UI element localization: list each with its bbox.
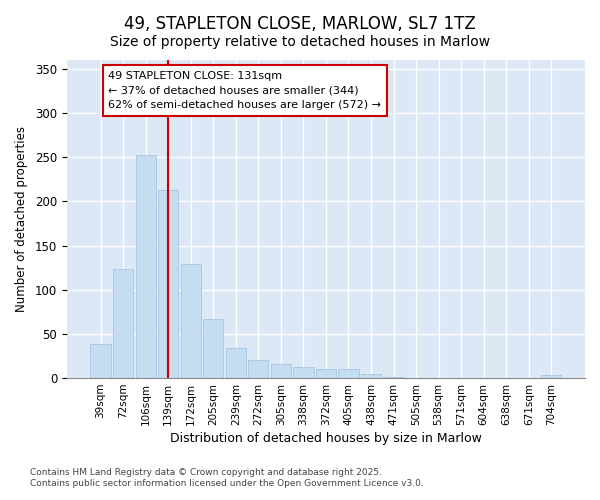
Bar xyxy=(91,344,111,378)
X-axis label: Distribution of detached houses by size in Marlow: Distribution of detached houses by size … xyxy=(170,432,482,445)
Bar xyxy=(338,369,359,378)
Bar xyxy=(158,190,178,378)
Text: Size of property relative to detached houses in Marlow: Size of property relative to detached ho… xyxy=(110,35,490,49)
Bar xyxy=(316,369,336,378)
Text: 49, STAPLETON CLOSE, MARLOW, SL7 1TZ: 49, STAPLETON CLOSE, MARLOW, SL7 1TZ xyxy=(124,15,476,33)
Bar xyxy=(248,360,268,378)
Bar xyxy=(226,348,246,378)
Bar xyxy=(293,366,314,378)
Y-axis label: Number of detached properties: Number of detached properties xyxy=(15,126,28,312)
Bar xyxy=(541,376,562,378)
Text: Contains HM Land Registry data © Crown copyright and database right 2025.
Contai: Contains HM Land Registry data © Crown c… xyxy=(30,468,424,487)
Bar xyxy=(383,377,404,378)
Bar xyxy=(361,374,381,378)
Bar xyxy=(181,264,201,378)
Bar xyxy=(203,319,223,378)
Text: 49 STAPLETON CLOSE: 131sqm
← 37% of detached houses are smaller (344)
62% of sem: 49 STAPLETON CLOSE: 131sqm ← 37% of deta… xyxy=(109,70,382,110)
Bar xyxy=(271,364,291,378)
Bar xyxy=(136,154,156,378)
Bar xyxy=(113,270,133,378)
